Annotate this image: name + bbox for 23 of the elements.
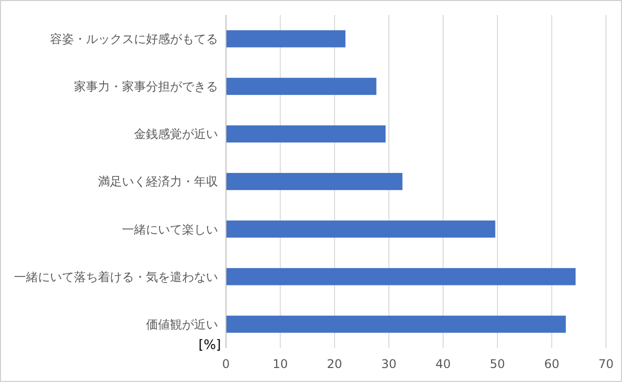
bar [226,316,566,333]
bar [226,172,402,190]
y-tick-label: 満足いく経済力・年収 [98,174,218,189]
x-tick-label: 40 [436,357,451,371]
x-tick-label: 60 [544,357,560,371]
x-tick-label: 0 [222,357,230,371]
bar [226,268,576,286]
x-tick-label: 20 [326,357,342,371]
x-tick-label: 30 [381,357,396,371]
y-tick-label: 家事力・家事分担ができる [74,80,218,94]
y-tick-label: 一緒にいて落ち着ける・気を遣わない [14,270,218,284]
bar [226,125,386,142]
y-tick-label: 価値観が近い [146,317,218,332]
x-tick-label: 50 [490,357,506,371]
x-tick-label: 10 [272,357,288,371]
bar [226,30,346,48]
x-tick-label: 70 [598,357,614,371]
bar [226,78,376,95]
y-tick-label: 金銭感覚が近い [134,127,218,142]
y-tick-label: 一緒にいて楽しい [122,222,218,236]
y-tick-label: 容姿・ルックスに好感がもてる [50,32,218,46]
x-axis-title: [%] [198,338,221,353]
bar [226,220,496,238]
